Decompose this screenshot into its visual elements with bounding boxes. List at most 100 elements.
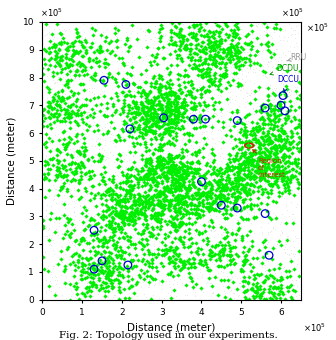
Point: [55, 160, 60, 166]
Point: [213, 43, 219, 48]
Point: [97, 205, 103, 211]
Point: [160, 113, 165, 119]
Point: [264, 201, 269, 207]
Point: [230, 290, 236, 296]
Point: [260, 170, 265, 175]
Point: [84, 191, 90, 197]
Point: [171, 120, 176, 125]
Point: [287, 44, 292, 49]
Point: [51, 26, 56, 31]
Point: [66, 137, 71, 143]
Point: [240, 46, 246, 52]
Point: [117, 138, 123, 143]
Point: [223, 38, 228, 43]
Point: [194, 211, 199, 216]
Point: [228, 138, 234, 143]
Point: [180, 181, 186, 186]
Point: [66, 64, 71, 70]
Point: [184, 164, 190, 169]
Point: [209, 130, 214, 135]
Point: [191, 61, 197, 67]
Point: [56, 61, 61, 67]
Point: [260, 289, 265, 294]
Point: [65, 172, 70, 177]
Point: [150, 115, 155, 121]
Point: [279, 270, 284, 275]
Point: [153, 140, 158, 146]
Point: [292, 27, 298, 33]
Point: [120, 226, 125, 232]
Point: [257, 141, 262, 147]
Point: [152, 115, 157, 121]
Point: [215, 242, 221, 248]
Point: [256, 138, 261, 144]
Point: [148, 159, 154, 165]
Point: [214, 112, 220, 118]
Point: [247, 131, 253, 137]
Point: [151, 192, 156, 198]
Point: [258, 176, 263, 181]
Point: [129, 22, 134, 27]
Point: [103, 170, 108, 175]
Point: [176, 223, 181, 228]
Point: [204, 205, 209, 210]
Point: [247, 176, 253, 182]
Point: [156, 144, 162, 150]
Point: [49, 232, 55, 237]
Point: [93, 59, 99, 64]
Point: [168, 69, 173, 75]
Point: [229, 231, 235, 237]
Point: [259, 157, 265, 163]
Point: [211, 234, 217, 240]
Point: [132, 220, 137, 225]
Point: [184, 256, 189, 262]
Point: [134, 127, 139, 132]
Point: [113, 244, 119, 250]
Point: [293, 56, 298, 62]
Point: [205, 65, 210, 70]
Point: [151, 246, 157, 252]
Point: [124, 104, 130, 109]
Point: [265, 178, 271, 184]
Point: [239, 279, 245, 285]
Point: [118, 272, 123, 277]
Point: [146, 147, 152, 152]
Point: [113, 79, 119, 84]
Point: [175, 210, 180, 215]
Point: [126, 221, 131, 226]
Point: [95, 211, 100, 217]
Point: [215, 86, 221, 92]
Point: [271, 107, 277, 113]
Point: [216, 88, 221, 94]
Point: [180, 163, 186, 168]
Point: [175, 113, 181, 119]
Point: [242, 275, 247, 280]
Point: [77, 81, 82, 87]
Point: [151, 58, 156, 64]
Point: [194, 159, 199, 165]
Point: [158, 212, 164, 217]
Point: [233, 50, 238, 55]
Point: [158, 217, 163, 222]
Point: [71, 92, 76, 98]
Point: [224, 215, 229, 220]
Point: [67, 190, 73, 196]
Point: [199, 231, 204, 236]
Point: [102, 227, 108, 233]
Point: [96, 189, 101, 195]
Point: [212, 198, 218, 204]
Point: [168, 141, 173, 147]
Point: [267, 140, 272, 145]
Point: [146, 229, 152, 234]
Point: [55, 93, 60, 98]
Point: [59, 118, 65, 124]
Point: [223, 67, 228, 73]
Point: [159, 282, 164, 288]
Point: [58, 98, 64, 103]
Point: [129, 125, 134, 130]
Point: [272, 152, 278, 157]
Point: [223, 165, 228, 170]
Point: [174, 170, 179, 175]
Point: [268, 273, 273, 278]
Point: [111, 224, 117, 229]
